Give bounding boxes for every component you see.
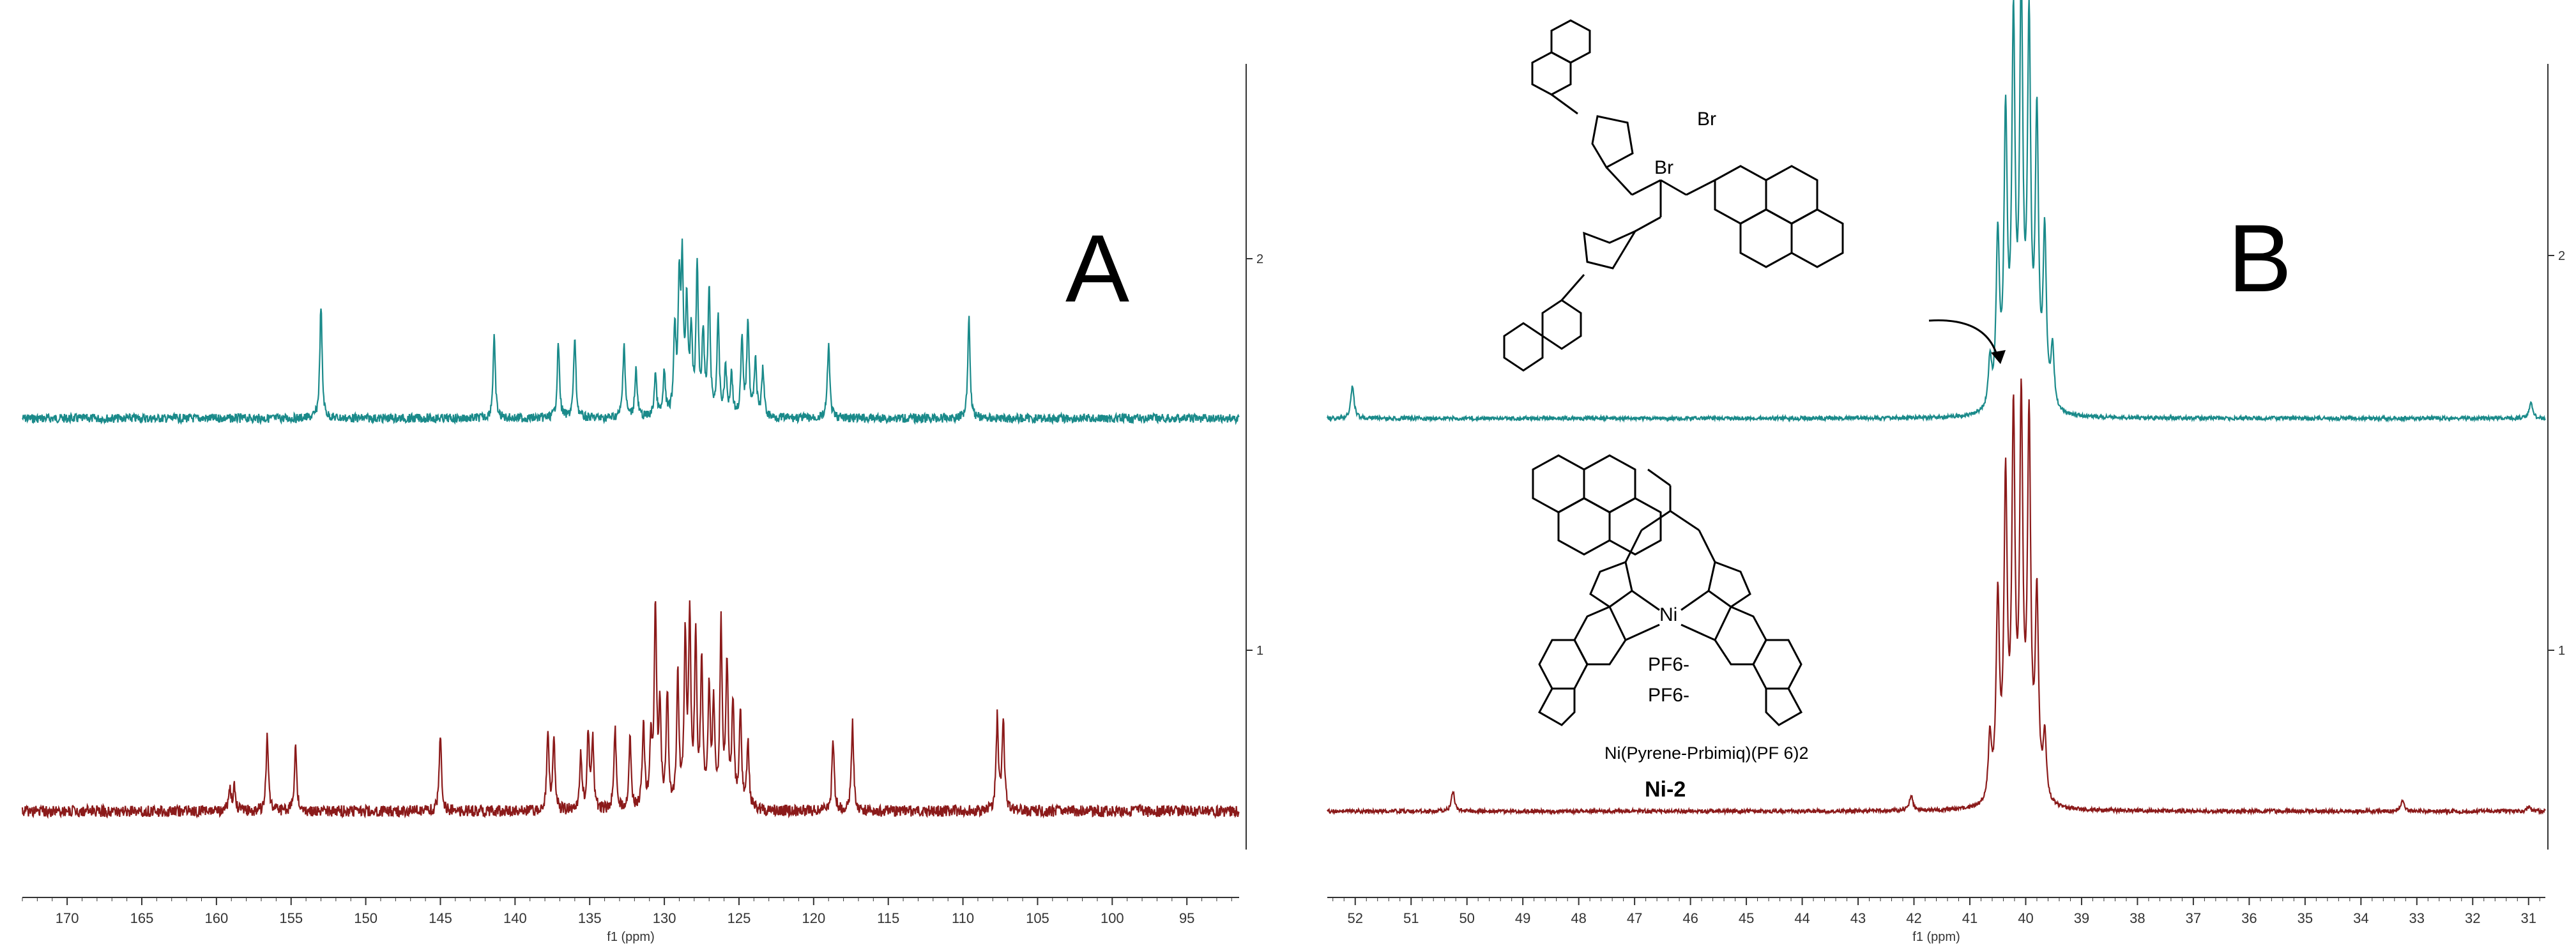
x-tick-label: 160 [205,910,229,926]
pf6-label-1: PF6- [1648,654,1689,675]
right-axis-tick-label: 1 [2558,644,2565,658]
x-tick-label: 44 [1794,910,1810,926]
isoquinoline-ring [1538,639,1589,690]
x-tick-label: 155 [279,910,303,926]
x-tick-label: 130 [653,910,676,926]
pyrene-ring [1608,497,1662,556]
pyrene-ring [1532,454,1585,514]
x-tick-label: 120 [802,910,825,926]
x-tick-label: 49 [1515,910,1530,926]
x-tick-label: 52 [1347,910,1362,926]
x-tick-label: 42 [1906,910,1921,926]
pyrene-ring [1790,208,1844,268]
x-tick-label: 110 [952,910,974,926]
imidazolium-ring [1583,229,1638,270]
isoquinoline-ring [1541,299,1582,350]
isoquinoline-ring [1503,322,1544,372]
curved-arrow [1928,319,1999,360]
x-tick-label: 33 [2409,910,2425,926]
panel-a: 170 165 160 155 150 145 140 135 130 125 120 115 110 1… [21,64,1263,944]
x-tick-label: 125 [728,910,751,926]
x-tick-label: 150 [354,910,377,926]
arrow-head [1991,350,2006,364]
x-tick-label: 100 [1101,910,1124,926]
nickel-label: Ni [1659,604,1677,625]
x-tick-label: 36 [2241,910,2257,926]
panel-a-letter: A [1065,215,1129,322]
pf6-label-2: PF6- [1648,685,1689,706]
x-tick-label: 145 [429,910,452,926]
panel-b-letter: B [2228,204,2292,312]
x-tick-label: 170 [56,910,79,926]
complex-label: Ni-2 [1645,777,1686,802]
x-tick-label: 39 [2074,910,2089,926]
ni-complex-structure [1532,454,1803,726]
spectrum-trace-bottom [1327,378,2546,816]
bromide-label-1: Br [1697,109,1716,130]
peak-bottom-29 [833,739,834,740]
x-tick-label: 43 [1850,910,1866,926]
bromide-label-2: Br [1654,157,1673,178]
x-tick-label: 41 [1962,910,1978,926]
spectrum-trace-top [1326,0,2546,423]
peak-top-3 [574,338,575,339]
x-tick-label: 45 [1739,910,1754,926]
imidazole-ring [1589,560,1633,608]
x-tick-label: 95 [1179,910,1194,926]
imidazolium-ring [1591,115,1634,169]
spectrum-trace-top [22,238,1240,425]
x-tick-label: 165 [130,910,154,926]
pyrene-ring [1557,497,1611,556]
pyrene-ring [1765,165,1818,225]
x-tick-label: 50 [1459,910,1474,926]
x-tick-label: 115 [877,910,899,926]
x-tick-label: 38 [2130,910,2145,926]
x-tick-label: 105 [1026,910,1049,926]
x-tick-label: 140 [503,910,527,926]
peak-bottom-10 [2402,799,2403,800]
x-tick-label: 40 [2018,910,2033,926]
isoquinoline-ring [1531,51,1572,96]
isoquinoline-ring [1765,687,1803,726]
x-axis-label: f1 (ppm) [607,930,654,944]
pyrene-ring [1583,454,1636,514]
spectrum-trace-bottom [21,600,1240,820]
x-tick-label: 46 [1682,910,1698,926]
isoquinoline-ring [1537,687,1576,726]
right-axis-tick-label: 1 [1256,644,1263,658]
x-tick-label: 34 [2353,910,2368,926]
right-axis-tick-label: 2 [1256,252,1263,266]
pyrene-ring [1714,165,1767,225]
x-tick-label: 32 [2465,910,2480,926]
x-tick-label: 37 [2186,910,2201,926]
right-axis-tick-label: 2 [2558,249,2565,263]
panel-b: 52 51 50 49 48 47 46 45 44 43 42 41 40 39 38 37 36 35 34 33… [1326,0,2565,944]
complex-name: Ni(Pyrene-Prbimiq)(PF 6)2 [1604,744,1809,763]
ligand-structure [1503,19,1844,372]
x-tick-label: 135 [578,910,602,926]
isoquinoline-ring [1752,639,1802,690]
x-axis-label: f1 (ppm) [1912,930,1960,944]
x-tick-label: 31 [2521,910,2536,926]
x-tick-label: 48 [1571,910,1586,926]
x-tick-label: 47 [1627,910,1642,926]
x-tick-label: 35 [2298,910,2313,926]
imidazole-ring [1707,560,1751,608]
pyrene-ring [1739,208,1793,268]
x-tick-label: 51 [1403,910,1419,926]
